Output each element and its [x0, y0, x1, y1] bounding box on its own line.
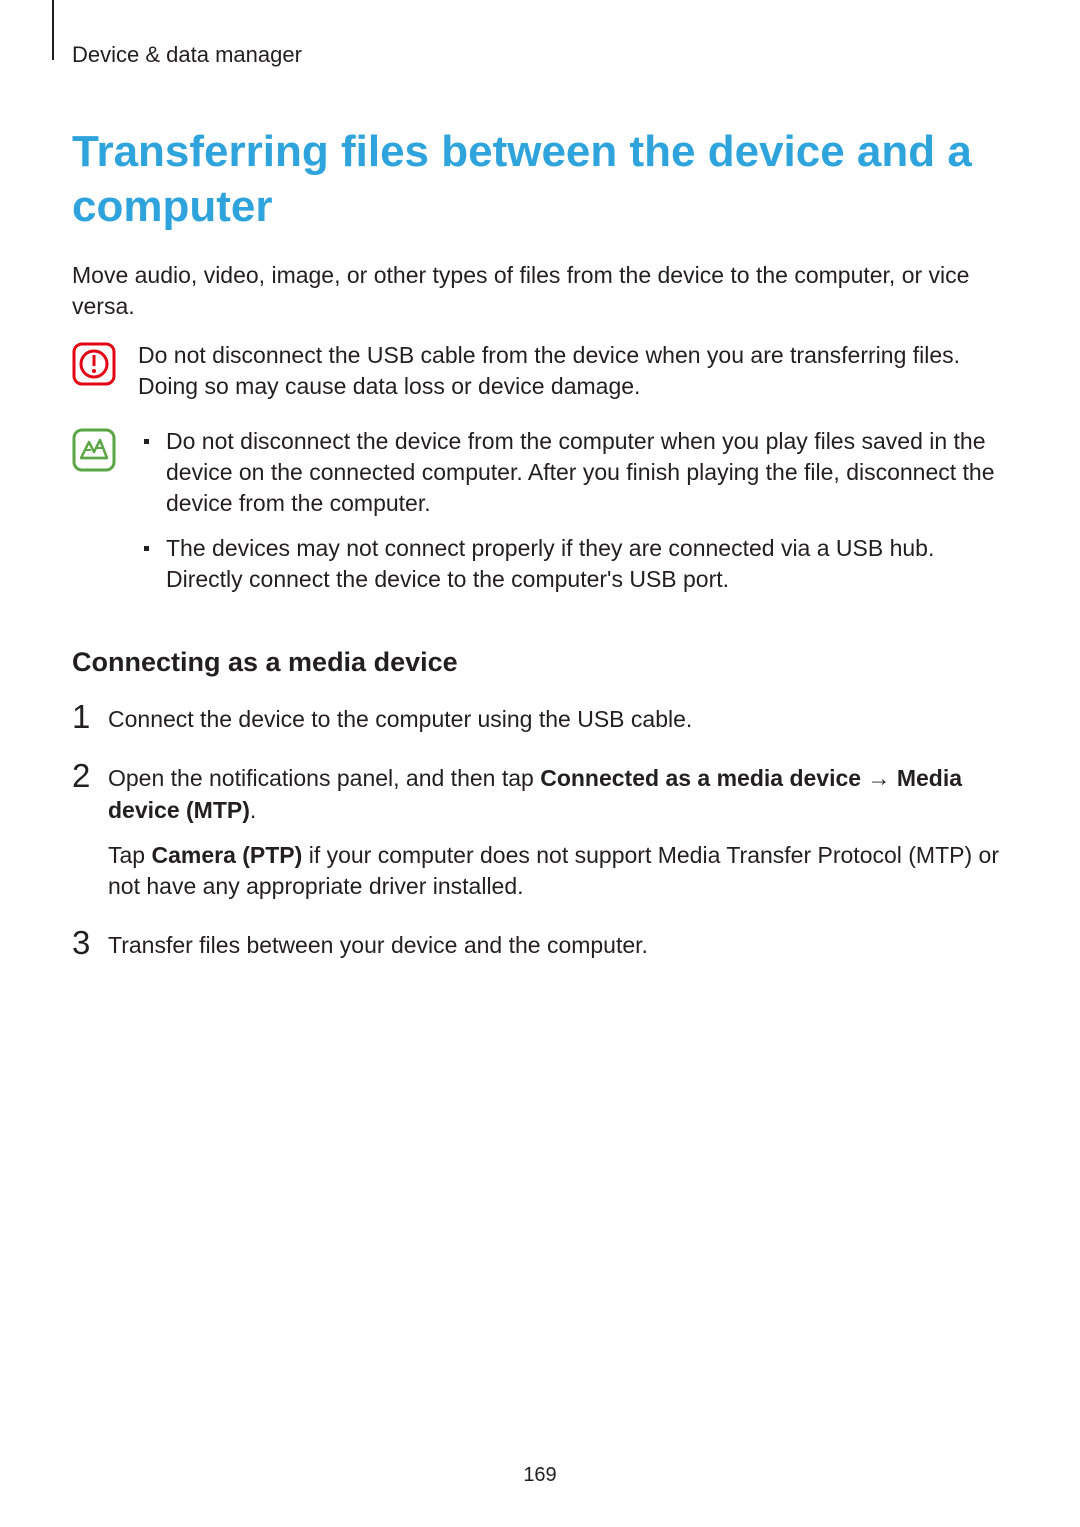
caution-paragraph: Do not disconnect the USB cable from the… — [138, 340, 1008, 402]
caution-callout: Do not disconnect the USB cable from the… — [72, 340, 1008, 408]
step-number: 2 — [72, 759, 108, 792]
caution-icon-col — [72, 340, 138, 386]
note-bullet-list: Do not disconnect the device from the co… — [138, 426, 1008, 595]
bold-text: Camera (PTP) — [151, 842, 302, 868]
note-callout: Do not disconnect the device from the co… — [72, 426, 1008, 609]
caution-icon — [72, 342, 116, 386]
note-text: Do not disconnect the device from the co… — [138, 426, 1008, 609]
step-paragraph: Tap Camera (PTP) if your computer does n… — [108, 840, 1008, 902]
step-number: 1 — [72, 700, 108, 733]
intro-paragraph: Move audio, video, image, or other types… — [72, 260, 1008, 322]
step-number: 3 — [72, 926, 108, 959]
bold-text: Connected as a media device — [540, 765, 861, 791]
page: Device & data manager Transferring files… — [0, 0, 1080, 1527]
step-paragraph: Connect the device to the computer using… — [108, 704, 1008, 735]
step-body: Transfer files between your device and t… — [108, 926, 1008, 961]
step-body: Open the notifications panel, and then t… — [108, 759, 1008, 901]
note-icon — [72, 428, 116, 472]
step-paragraph: Open the notifications panel, and then t… — [108, 763, 1008, 825]
step-item: 2Open the notifications panel, and then … — [72, 759, 1008, 901]
side-rule — [52, 0, 54, 60]
note-bullet-item: The devices may not connect properly if … — [138, 533, 1008, 595]
step-item: 3Transfer files between your device and … — [72, 926, 1008, 961]
note-bullet-item: Do not disconnect the device from the co… — [138, 426, 1008, 519]
step-item: 1Connect the device to the computer usin… — [72, 700, 1008, 735]
page-title: Transferring files between the device an… — [72, 124, 1008, 234]
subheading: Connecting as a media device — [72, 647, 1008, 678]
breadcrumb: Device & data manager — [72, 42, 1008, 68]
steps-list: 1Connect the device to the computer usin… — [72, 700, 1008, 960]
step-paragraph: Transfer files between your device and t… — [108, 930, 1008, 961]
page-number: 169 — [0, 1464, 1080, 1487]
caution-text: Do not disconnect the USB cable from the… — [138, 340, 1008, 408]
note-icon-col — [72, 426, 138, 472]
step-body: Connect the device to the computer using… — [108, 700, 1008, 735]
